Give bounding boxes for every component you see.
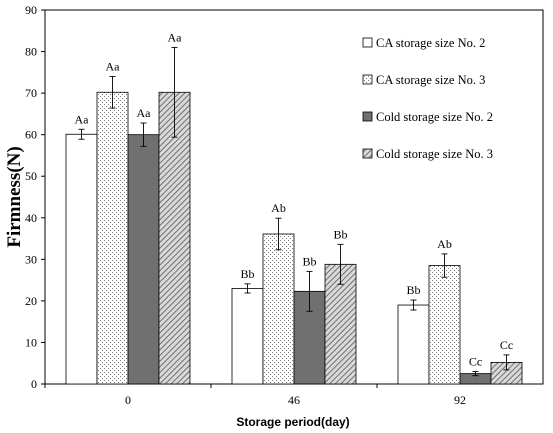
significance-label: Cc <box>469 355 482 369</box>
legend-swatch <box>362 148 373 159</box>
x-tick-label: 46 <box>288 393 300 407</box>
y-tick-label: 40 <box>25 211 37 225</box>
x-axis-label: Storage period(day) <box>236 415 349 429</box>
y-tick-label: 60 <box>25 128 37 142</box>
significance-label: Bb <box>333 227 347 241</box>
significance-label: Aa <box>106 59 121 73</box>
legend: CA storage size No. 2 CA storage size No.… <box>362 36 493 161</box>
significance-label: Bb <box>240 267 254 281</box>
legend-label: Cold storage size No. 2 <box>376 110 493 124</box>
bar <box>158 91 191 385</box>
significance-label: Aa <box>137 106 152 120</box>
bar <box>127 134 160 385</box>
bars-layer <box>65 91 523 385</box>
legend-swatch <box>362 74 373 85</box>
legend-label: CA storage size No. 3 <box>376 73 485 87</box>
y-tick-label: 50 <box>25 169 37 183</box>
y-tick-label: 20 <box>25 294 37 308</box>
bar <box>262 233 295 385</box>
y-axis-label: Firmness(N) <box>4 146 25 247</box>
bar <box>96 91 129 385</box>
y-tick-label: 0 <box>31 377 37 391</box>
bar <box>231 288 264 385</box>
x-tick-label: 0 <box>125 393 131 407</box>
significance-label: Ab <box>437 237 452 251</box>
bar <box>428 265 461 385</box>
legend-swatch <box>362 111 373 122</box>
bar <box>65 133 98 385</box>
significance-label: Bb <box>406 283 420 297</box>
x-axis: 0 46 92 <box>44 384 466 407</box>
y-tick-label: 90 <box>25 3 37 17</box>
significance-label: Bb <box>302 254 316 268</box>
legend-label: Cold storage size No. 3 <box>376 147 493 161</box>
y-tick-label: 30 <box>25 252 37 266</box>
significance-label: Aa <box>75 112 90 126</box>
legend-swatch <box>362 37 373 48</box>
x-tick-label: 92 <box>454 393 466 407</box>
legend-label: CA storage size No. 2 <box>376 36 485 50</box>
y-axis: 0 10 20 30 40 50 60 70 80 90 <box>25 3 45 391</box>
y-tick-label: 70 <box>25 86 37 100</box>
error-bars-layer <box>78 46 510 377</box>
y-tick-label: 10 <box>25 335 37 349</box>
significance-labels-layer: Aa Bb Bb Aa Ab Ab Aa Bb Cc Aa Bb Cc <box>75 30 514 368</box>
bar <box>324 263 357 385</box>
y-tick-label: 80 <box>25 45 37 59</box>
significance-label: Aa <box>168 30 183 44</box>
significance-label: Ab <box>271 201 286 215</box>
bar <box>397 304 430 385</box>
significance-label: Cc <box>500 338 513 352</box>
